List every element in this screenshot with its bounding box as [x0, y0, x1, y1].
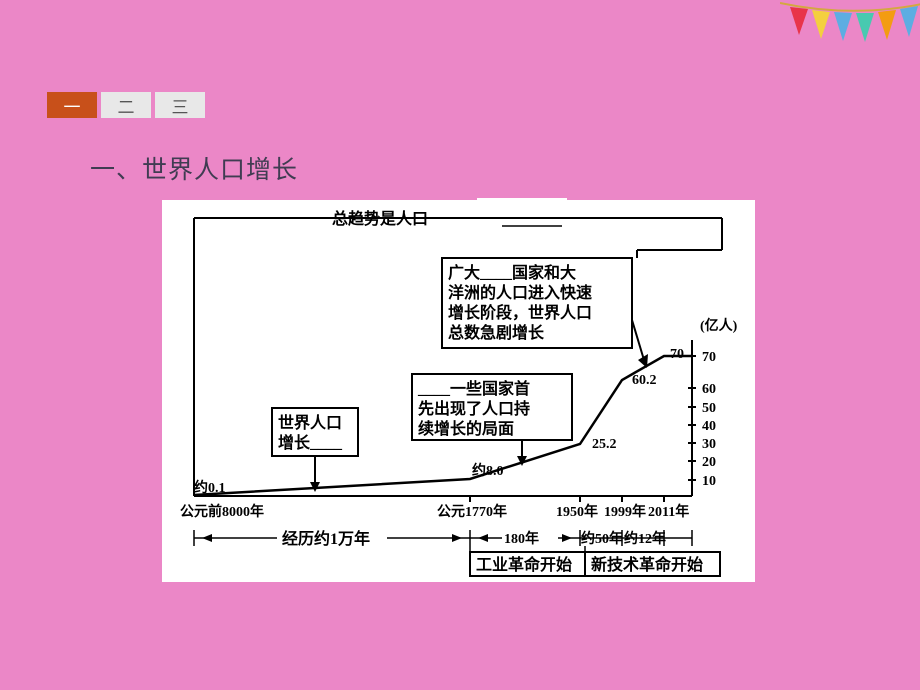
span-3: 约12年 — [624, 530, 666, 547]
top-trend-text: 总趋势是人口 — [332, 209, 428, 228]
pt-0-label: 约0.1 — [194, 479, 226, 496]
bottom-box-0: 工业革命开始 — [476, 555, 572, 574]
y-axis-label: (亿人) — [700, 317, 738, 334]
svg-text:10: 10 — [702, 474, 716, 489]
pt-4-label: 70 — [670, 347, 684, 362]
svg-text:30: 30 — [702, 437, 716, 452]
x-label-3: 1999年 — [604, 503, 646, 520]
span-0: 经历约1万年 — [282, 529, 370, 548]
x-label-0: 公元前8000年 — [180, 503, 264, 520]
box2-l2: 先出现了人口持 — [418, 399, 530, 418]
box3-l2: 洋洲的人口进入快速 — [448, 283, 592, 302]
pt-1-label: 约8.0 — [472, 462, 504, 479]
bottom-box-1: 新技术革命开始 — [591, 555, 703, 574]
x-label-1: 公元1770年 — [437, 503, 507, 520]
bunting-decoration — [780, 0, 920, 55]
svg-text:70: 70 — [702, 350, 716, 365]
box3-l4: 总数急剧增长 — [448, 323, 545, 342]
blank-overlay — [477, 198, 567, 206]
box2-l1: ____一些国家首 — [417, 379, 530, 398]
svg-text:50: 50 — [702, 401, 716, 416]
pt-3-label: 60.2 — [632, 373, 657, 388]
section-title: 一、世界人口增长 — [90, 150, 298, 186]
span-2: 约50年 — [581, 530, 623, 547]
svg-text:60: 60 — [702, 382, 716, 397]
population-chart: 总趋势是人口 (亿人) 10 20 30 40 50 60 70 约0.1 约8… — [162, 200, 755, 582]
tab-three[interactable]: 三 — [155, 92, 205, 118]
pt-2-label: 25.2 — [592, 437, 617, 452]
span-1: 180年 — [504, 530, 539, 547]
tab-two[interactable]: 二 — [101, 92, 151, 118]
box2-l3: 续增长的局面 — [418, 419, 514, 438]
box3-l1: 广大____国家和大 — [448, 263, 576, 282]
svg-text:40: 40 — [702, 419, 716, 434]
box3-l3: 增长阶段，世界人口 — [448, 303, 592, 322]
box1-l2: 增长____ — [278, 433, 343, 452]
x-label-2: 1950年 — [556, 503, 598, 520]
box1-l1: 世界人口 — [278, 414, 342, 432]
x-label-4: 2011年 — [648, 503, 689, 520]
svg-text:20: 20 — [702, 455, 716, 470]
tab-bar: 一 二 三 — [47, 92, 205, 118]
tab-one[interactable]: 一 — [47, 92, 97, 118]
